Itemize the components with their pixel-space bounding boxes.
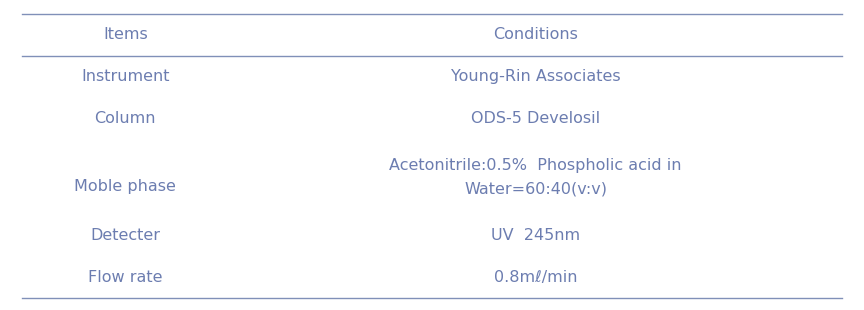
Text: Detecter: Detecter [90, 228, 161, 243]
Text: Water=60:40(v:v): Water=60:40(v:v) [464, 181, 607, 196]
Text: ODS-5 Develosil: ODS-5 Develosil [471, 111, 600, 126]
Text: Instrument: Instrument [81, 69, 169, 84]
Text: Column: Column [94, 111, 156, 126]
Text: UV  245nm: UV 245nm [491, 228, 581, 243]
Text: Moble phase: Moble phase [74, 179, 176, 193]
Text: Items: Items [103, 27, 148, 42]
Text: Acetonitrile:0.5%  Phospholic acid in: Acetonitrile:0.5% Phospholic acid in [390, 158, 682, 173]
Text: Flow rate: Flow rate [88, 270, 162, 285]
Text: Young-Rin Associates: Young-Rin Associates [451, 69, 620, 84]
Text: 0.8mℓ/min: 0.8mℓ/min [494, 270, 577, 285]
Text: Conditions: Conditions [493, 27, 578, 42]
